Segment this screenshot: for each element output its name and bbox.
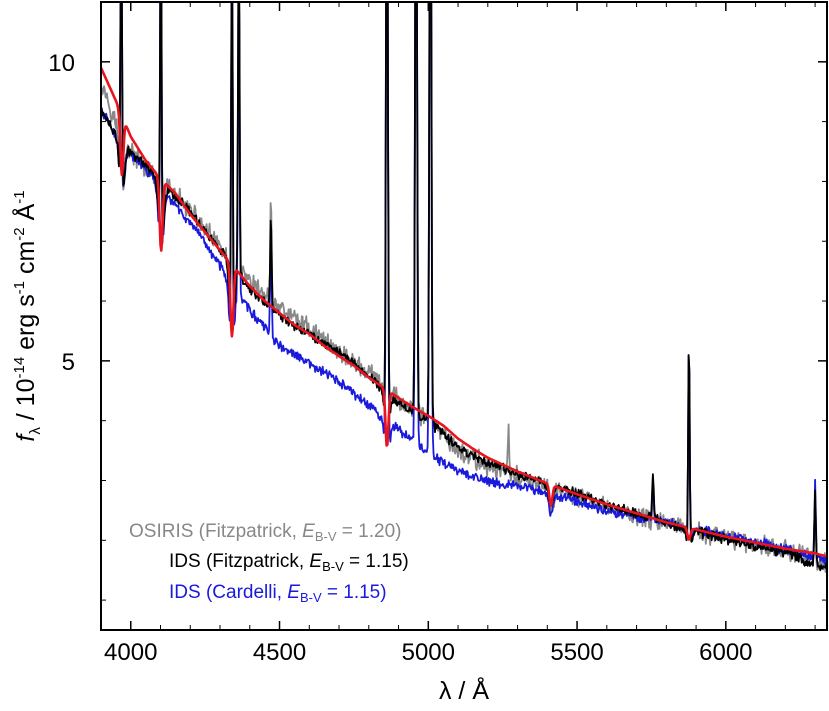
y-axis-title: fλ / 10-14 erg s-1 cm-2 Å-1 <box>10 190 44 441</box>
x-tick-label: 4000 <box>104 639 157 666</box>
x-tick-label: 5000 <box>402 639 455 666</box>
x-axis-title: λ / Å <box>439 675 489 705</box>
legend: OSIRIS (Fitzpatrick, EB-V = 1.20) IDS (F… <box>129 521 409 605</box>
legend-entry-ids-cardelli: IDS (Cardelli, EB-V = 1.15) <box>169 582 387 605</box>
x-tick-label: 6000 <box>699 639 752 666</box>
x-tick-label: 4500 <box>253 639 306 666</box>
plot-frame <box>100 1 828 631</box>
legend-entry-osiris: OSIRIS (Fitzpatrick, EB-V = 1.20) <box>129 521 401 544</box>
legend-entry-ids-fitzpatrick: IDS (Fitzpatrick, EB-V = 1.15) <box>169 551 409 574</box>
series-line-3 <box>101 67 827 558</box>
series-layer <box>101 2 827 573</box>
series-line-2 <box>101 2 827 565</box>
y-tick-label: 10 <box>48 50 75 77</box>
x-tick-label: 5500 <box>550 639 603 666</box>
tick-layer: 4000 4500 5000 5500 6000 5 10 <box>48 1 827 666</box>
series-line-1 <box>101 2 827 572</box>
y-tick-label: 5 <box>62 349 75 376</box>
series-line-0 <box>101 2 827 573</box>
